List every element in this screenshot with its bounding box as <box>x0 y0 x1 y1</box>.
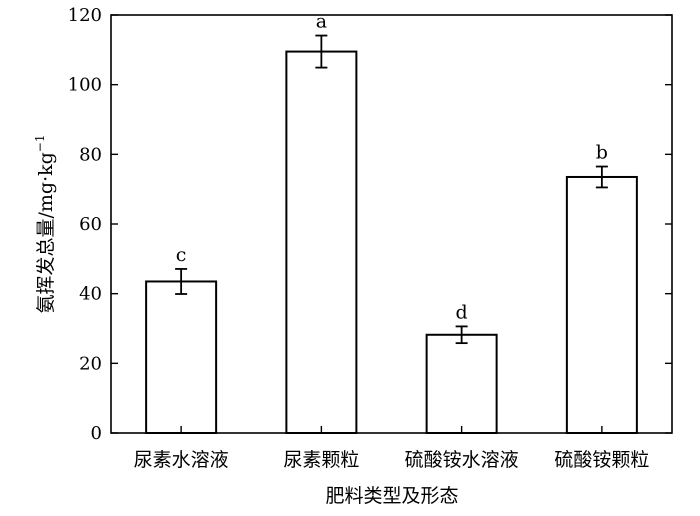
y-tick-label: 0 <box>91 423 102 444</box>
y-tick-label: 80 <box>79 144 102 165</box>
y-axis-title-main: 氨挥发总量/mg·kg <box>35 152 57 313</box>
y-tick-label: 100 <box>68 75 102 96</box>
x-tick-label: 尿素水溶液 <box>134 449 229 471</box>
y-tick-label: 60 <box>79 214 102 235</box>
significance-label: b <box>596 142 608 164</box>
significance-label: a <box>316 11 327 33</box>
significance-label: d <box>456 301 468 323</box>
y-tick-label: 40 <box>79 284 102 305</box>
x-axis-title: 肥料类型及形态 <box>325 485 458 507</box>
bar <box>145 280 218 434</box>
bar <box>565 175 638 434</box>
y-axis-title-superscript: −1 <box>33 135 47 153</box>
x-tick-label: 硫酸铵颗粒 <box>554 449 649 471</box>
bar <box>425 333 498 434</box>
bar <box>285 50 358 434</box>
x-tick-label: 硫酸铵水溶液 <box>405 449 519 471</box>
plot-area: 0 20 40 60 80 100 120 c 尿素水溶液 a 尿素颗粒 d 硫酸铵水溶液 b 硫酸铵颗粒 <box>68 5 673 471</box>
y-axis-title: 氨挥发总量/mg·kg−1 <box>33 135 57 314</box>
significance-label: c <box>176 244 187 266</box>
y-tick-label: 20 <box>79 353 102 374</box>
x-tick-label: 尿素颗粒 <box>283 449 359 471</box>
y-tick-label: 120 <box>68 5 102 26</box>
